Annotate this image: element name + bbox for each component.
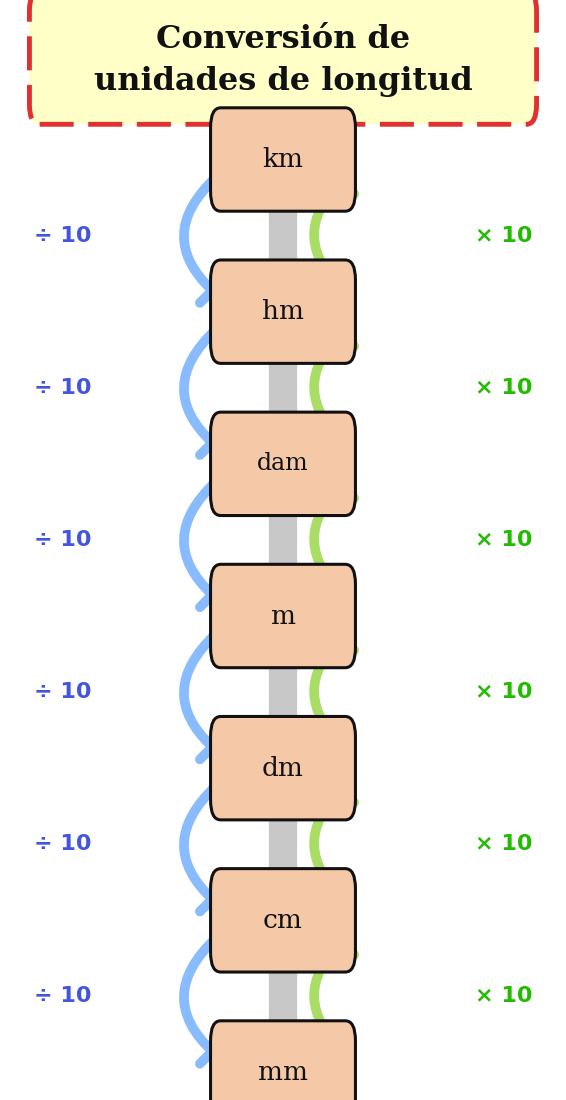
Text: × 10: × 10 <box>475 530 533 550</box>
Text: hm: hm <box>262 299 304 324</box>
FancyBboxPatch shape <box>211 564 355 668</box>
Text: mm: mm <box>258 1060 308 1085</box>
FancyBboxPatch shape <box>211 1021 355 1100</box>
Text: dam: dam <box>257 452 309 475</box>
FancyBboxPatch shape <box>211 869 355 972</box>
FancyBboxPatch shape <box>211 260 355 363</box>
Text: × 10: × 10 <box>475 226 533 245</box>
FancyBboxPatch shape <box>211 716 355 820</box>
Text: ÷ 10: ÷ 10 <box>33 987 91 1007</box>
Text: × 10: × 10 <box>475 834 533 855</box>
Text: × 10: × 10 <box>475 682 533 702</box>
FancyBboxPatch shape <box>211 412 355 516</box>
Text: cm: cm <box>263 908 303 933</box>
Text: ÷ 10: ÷ 10 <box>33 682 91 702</box>
Text: × 10: × 10 <box>475 377 533 398</box>
FancyBboxPatch shape <box>29 0 537 124</box>
Text: ÷ 10: ÷ 10 <box>33 226 91 245</box>
Text: ÷ 10: ÷ 10 <box>33 377 91 398</box>
Text: Conversión de: Conversión de <box>156 23 410 55</box>
Text: ÷ 10: ÷ 10 <box>33 834 91 855</box>
Text: m: m <box>271 604 295 628</box>
Text: ÷ 10: ÷ 10 <box>33 530 91 550</box>
Text: × 10: × 10 <box>475 987 533 1007</box>
Text: km: km <box>263 147 303 172</box>
Text: unidades de longitud: unidades de longitud <box>93 66 473 97</box>
FancyBboxPatch shape <box>211 108 355 211</box>
FancyBboxPatch shape <box>269 154 297 1078</box>
Text: dm: dm <box>262 756 304 781</box>
